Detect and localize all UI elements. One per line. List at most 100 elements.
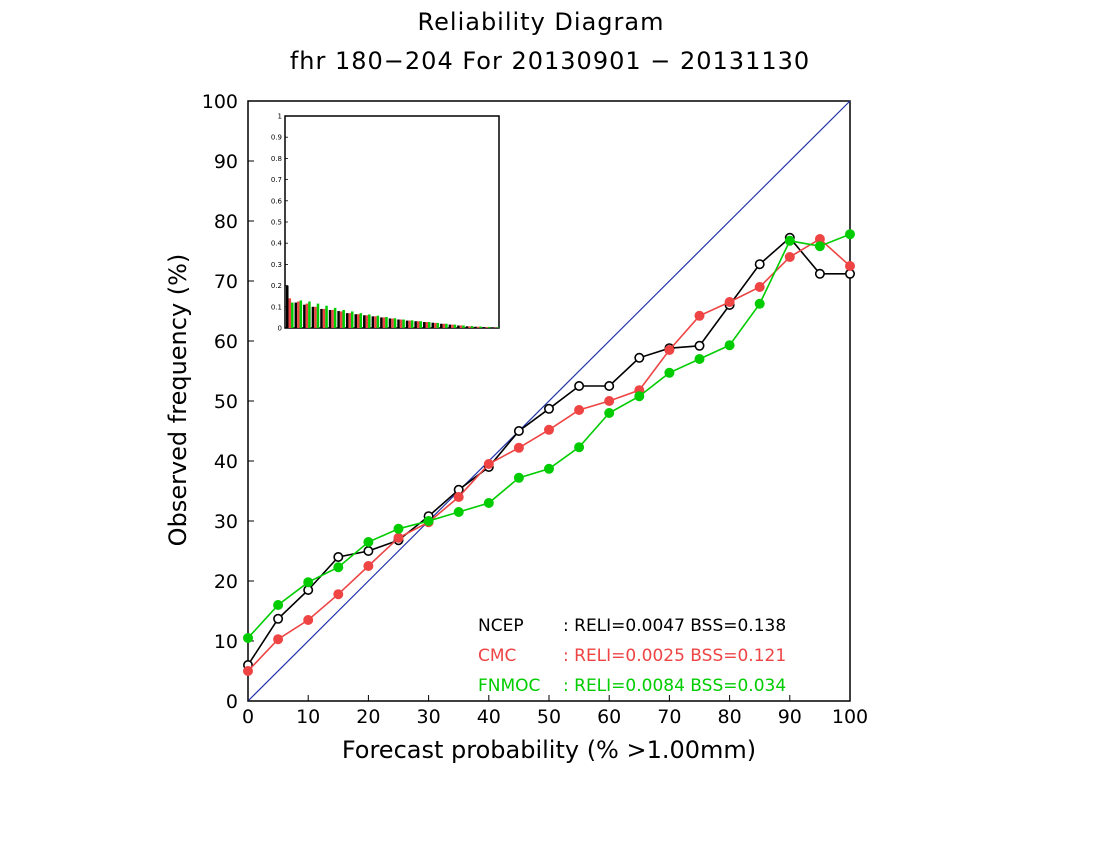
y-tick-label: 80 <box>214 211 238 233</box>
inset-bar-cmc <box>408 320 411 328</box>
inset-bar-fnmoc <box>368 314 371 328</box>
inset-bar-ncep <box>440 323 443 328</box>
x-axis-ticks: 0 10 20 30 40 50 60 70 80 90 100 <box>242 695 868 728</box>
data-point-fnmoc <box>393 523 404 534</box>
inset-bar-cmc <box>442 323 446 328</box>
x-axis-label: Forecast probability (% >1.00mm) <box>342 736 756 764</box>
legend-stats-fnmoc: : RELI=0.0084 BSS=0.034 <box>563 676 786 696</box>
inset-bar-ncep <box>431 322 435 328</box>
inset-bar-ncep <box>448 324 452 328</box>
x-tick-label: 60 <box>597 706 621 728</box>
perfect-reliability-line <box>247 100 851 702</box>
inset-bar-ncep <box>294 302 298 328</box>
y-tick-label: 90 <box>214 151 238 173</box>
inset-bar-ncep <box>457 325 460 328</box>
inset-bar-ncep <box>414 321 417 328</box>
inset-bar-cmc <box>365 315 369 328</box>
inset-bar-cmc <box>305 303 309 328</box>
y-tick-label: 0 <box>226 691 238 713</box>
inset-bar-cmc <box>425 322 428 328</box>
inset-bar-cmc <box>434 322 437 328</box>
inset-bar-ncep <box>337 311 340 328</box>
data-point-cmc <box>453 492 464 502</box>
chart-title: Reliability Diagram <box>418 8 665 36</box>
inset-y-tick-label: 0.7 <box>271 176 282 184</box>
inset-bar-ncep <box>482 327 486 328</box>
chart-subtitle: fhr 180−204 For 20130901 − 20131130 <box>290 47 810 75</box>
data-point-cmc <box>754 282 765 292</box>
legend-stats-ncep: : RELI=0.0047 BSS=0.138 <box>563 616 786 636</box>
inset-bar-fnmoc <box>479 326 482 328</box>
inset-y-tick-label: 0.5 <box>271 219 282 227</box>
x-tick-label: 50 <box>537 706 561 728</box>
x-tick-label: 70 <box>657 706 681 728</box>
x-tick-label: 0 <box>242 706 254 728</box>
inset-y-tick-label: 1 <box>278 113 282 121</box>
inset-bar-fnmoc <box>496 327 499 328</box>
data-point-cmc <box>664 345 675 355</box>
x-tick-label: 10 <box>296 706 320 728</box>
y-tick-label: 100 <box>202 91 238 113</box>
inset-bar-fnmoc <box>325 305 328 328</box>
series-group <box>243 229 855 676</box>
data-point-fnmoc <box>483 498 494 508</box>
x-tick-label: 100 <box>832 706 868 728</box>
data-point-cmc <box>333 589 344 600</box>
inset-bar-cmc <box>459 325 463 328</box>
inset-bar-ncep <box>405 320 409 328</box>
data-point-ncep <box>634 352 645 363</box>
inset-bar-cmc <box>476 326 480 328</box>
inset-y-tick-label: 0.8 <box>271 155 282 163</box>
inset-bar-ncep <box>328 309 332 328</box>
data-point-cmc <box>604 396 615 406</box>
inset-y-tick-label: 0.3 <box>271 261 282 269</box>
inset-bar-fnmoc <box>359 313 363 328</box>
y-axis-ticks: 0 10 20 30 40 50 60 70 80 90 100 <box>202 91 254 713</box>
data-point-cmc <box>303 615 314 625</box>
data-point-fnmoc <box>363 537 374 547</box>
data-point-fnmoc <box>724 340 735 351</box>
data-point-cmc <box>574 405 585 415</box>
inset-bar-fnmoc <box>487 326 491 328</box>
inset-bar-cmc <box>382 317 386 328</box>
inset-bar-cmc <box>288 298 292 328</box>
inset-bar-cmc <box>297 301 300 328</box>
x-tick-label: 20 <box>356 706 380 728</box>
inset-bar-fnmoc <box>308 301 311 328</box>
inset-bar-ncep <box>311 306 315 328</box>
data-point-ncep <box>513 425 524 436</box>
inset-bar-ncep <box>388 318 392 328</box>
inset-bar-ncep <box>345 313 349 328</box>
inset-bar-cmc <box>391 318 394 328</box>
y-tick-label: 50 <box>214 391 238 413</box>
data-point-fnmoc <box>513 472 524 483</box>
data-point-ncep <box>754 259 765 270</box>
y-axis-label: Observed frequency (%) <box>164 254 192 547</box>
inset-y-tick-label: 0.2 <box>271 282 282 290</box>
inset-bar-ncep <box>371 316 375 328</box>
y-tick-label: 60 <box>214 331 238 353</box>
inset-histogram: 0 0.1 0.2 0.3 0.4 0.5 0.6 0.7 0.8 0.9 1 <box>271 113 500 333</box>
inset-bar-fnmoc <box>462 325 465 328</box>
data-point-ncep <box>363 545 374 556</box>
data-point-fnmoc <box>453 507 464 517</box>
data-point-cmc <box>694 310 705 321</box>
data-point-ncep <box>543 403 554 414</box>
data-point-cmc <box>363 561 374 571</box>
x-tick-label: 80 <box>718 706 742 728</box>
data-point-ncep <box>604 380 615 391</box>
y-tick-label: 30 <box>214 511 238 533</box>
inset-bar-fnmoc <box>385 316 388 328</box>
inset-bar-cmc <box>485 327 488 328</box>
inset-bar-ncep <box>465 326 469 328</box>
x-tick-label: 90 <box>778 706 802 728</box>
inset-frame <box>284 115 500 329</box>
x-tick-label: 40 <box>477 706 501 728</box>
inset-bar-ncep <box>397 319 400 328</box>
data-point-fnmoc <box>423 516 434 526</box>
data-point-ncep <box>333 551 344 562</box>
legend: NCEP: RELI=0.0047 BSS=0.138 CMC: RELI=0.0… <box>478 616 786 696</box>
data-point-cmc <box>544 424 554 435</box>
data-point-fnmoc <box>814 241 825 252</box>
y-tick-label: 20 <box>214 571 238 593</box>
